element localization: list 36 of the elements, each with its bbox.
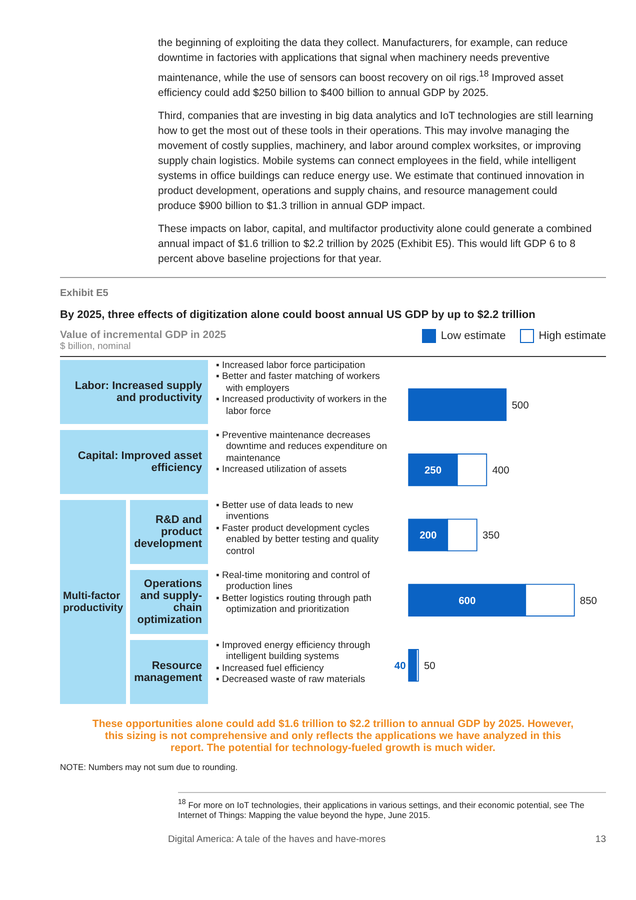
text: By 2025, three effects of digitization alone could boost annual US GDP by up to $2.2 trillion <box>60 308 536 320</box>
total-label: 50 <box>424 660 436 672</box>
text: These opportunities alone could add $1.6 trillion to $2.2 trillion to annual GDP by 2025. However, this sizing is not comprehensive and only reflects the applications we have analyzed in this report. The potential for technology-fueled growth is much wider. <box>91 718 575 754</box>
total-label: 350 <box>482 530 500 542</box>
text: 13 <box>595 834 606 846</box>
text: ▪ Increased labor force participation ▪ Better and faster matching of workers with employers ▪ Increased productivity of workers in the labor force <box>216 360 388 417</box>
bar <box>408 648 417 682</box>
y-tick-label: Labor: Increased supply and productivity <box>60 360 208 424</box>
text: ▪ Better use of data leads to new inventions ▪ Faster product development cycles enabled by better testing and quality control <box>216 500 380 557</box>
text: ▪ Real-time monitoring and control of production lines ▪ Better logistics routing through path optimization and prioritization <box>216 570 372 616</box>
text: $^{18}$ For more on IoT technologies, their applications in various settings, and their economic potential, see The Internet of Things: Mapping the value beyond the hype, June 2015. <box>178 798 584 820</box>
data-label: 40 <box>394 660 406 672</box>
bar <box>408 388 507 420</box>
text: Multi-factor productivity <box>60 500 126 704</box>
total-label: 400 <box>492 465 510 476</box>
legend-label: Low estimate <box>440 328 506 342</box>
text: ▪ Improved energy efficiency through intelligent building systems ▪ Increased fuel efficiency ▪ Decreased waste of raw materials <box>216 640 372 686</box>
text: Exhibit E5 <box>60 288 110 298</box>
text: NOTE: Numbers may not sum due to rounding. <box>60 762 239 772</box>
legend-label: High estimate <box>538 328 606 342</box>
text: Third, companies that are investing in big data analytics and IoT technologies are still learning how to get the most out of these tools in their operations. This may involve managing the movement of costly supplies, machinery, and labor around complex worksites, or improving supply chain logistics. Mobile systems can connect employees in the field, while intelligent systems in office buildings can reduce energy use. We estimate that continued innovation in product development, operations and supply chains, and resource management could produce $900 billion to $1.3 trillion in annual GDP impact. <box>158 110 594 212</box>
y-tick-label: R&D and product development <box>130 500 208 564</box>
text: ▪ Preventive maintenance decreases downtime and reduces expenditure on maintenance ▪ Increased utilization of assets <box>216 430 388 476</box>
data-label: 600 <box>458 595 476 606</box>
total-label: 500 <box>512 400 530 411</box>
total-label: 850 <box>580 595 598 606</box>
data-label: 250 <box>424 465 442 476</box>
text: the beginning of exploiting the data they collect. Manufacturers, for example, can reduce downtime in factories with applications that signal when machinery needs preventive maintenance, while the use of sensors can boost recovery on oil rigs.$^{18}$ Improved asset efficiency could add $250 billion to $400 billion to annual GDP by 2025. <box>158 37 568 98</box>
text: These impacts on labor, capital, and multifactor productivity alone could generate a combined annual impact of $1.6 trillion to $2.2 trillion by 2025 (Exhibit E5). This would lift GDP 6 to 8 percent above baseline projections for that year. <box>158 222 592 264</box>
y-tick-label: Resource management <box>130 640 208 704</box>
data-label: 200 <box>420 530 437 542</box>
y-tick-label: Capital: Improved asset efficiency <box>60 430 208 494</box>
x-axis-title: $ billion, nominal <box>60 340 132 352</box>
text: Digital America: A tale of the haves and have-mores <box>168 834 386 846</box>
text: Value of incremental GDP in 2025 <box>60 328 226 340</box>
y-tick-label: Operations and supply-chain optimization <box>130 570 208 634</box>
